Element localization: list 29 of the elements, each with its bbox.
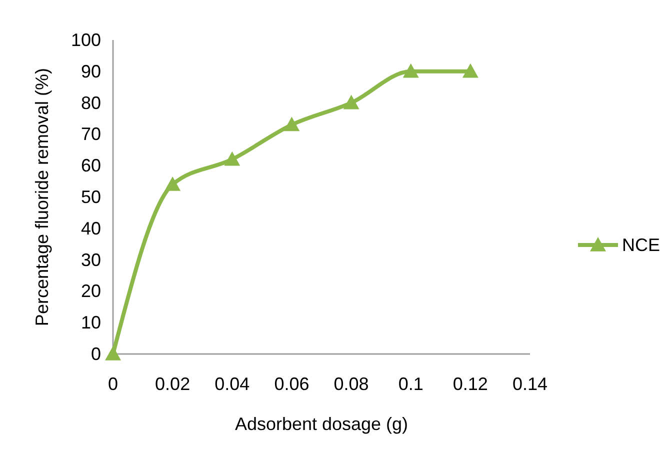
legend-label: NCE bbox=[622, 235, 660, 255]
point bbox=[343, 94, 360, 110]
point bbox=[105, 346, 121, 360]
y-tick-label: 30 bbox=[80, 250, 101, 270]
y-tick-label: 60 bbox=[80, 156, 101, 176]
x-tick-label: 0.06 bbox=[274, 374, 310, 394]
y-tick-label: 10 bbox=[80, 312, 101, 333]
y-tick-label: 90 bbox=[80, 61, 101, 82]
x-axis-title: Adsorbent dosage (g) bbox=[234, 414, 408, 434]
y-tick-label: 0 bbox=[90, 344, 101, 364]
x-tick-label: 0 bbox=[108, 374, 118, 394]
y-tick-label: 20 bbox=[80, 281, 101, 302]
x-tick-label: 0.12 bbox=[452, 374, 488, 394]
point bbox=[402, 63, 419, 78]
point bbox=[284, 116, 300, 132]
y-tick-label: 40 bbox=[80, 218, 101, 238]
x-tick-label: 0.1 bbox=[398, 374, 424, 394]
x-tick-label: 0.08 bbox=[334, 374, 369, 394]
y-axis-title: Percentage fluoride removal (%) bbox=[32, 68, 52, 326]
point bbox=[164, 176, 181, 191]
y-tick-label: 70 bbox=[80, 124, 101, 144]
point bbox=[462, 63, 478, 78]
point bbox=[224, 151, 240, 166]
x-tick-label: 0.14 bbox=[512, 374, 548, 394]
y-tick-label: 100 bbox=[70, 30, 101, 50]
y-tick-label: 80 bbox=[80, 92, 101, 113]
x-tick-label: 0.02 bbox=[155, 374, 190, 394]
x-tick-label: 0.04 bbox=[214, 374, 250, 394]
y-tick-label: 50 bbox=[80, 187, 101, 207]
